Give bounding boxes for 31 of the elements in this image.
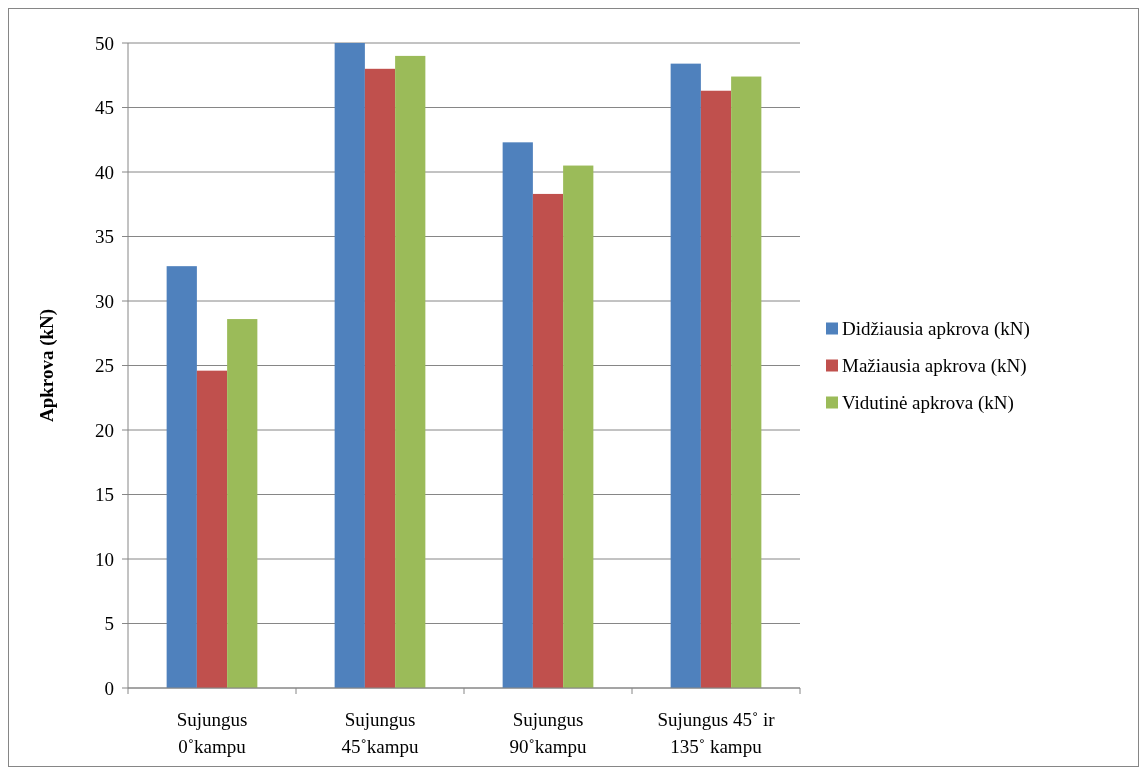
bar — [700, 90, 732, 688]
y-tick-label: 50 — [95, 32, 114, 54]
bar — [502, 142, 533, 688]
y-tick-label: 30 — [95, 290, 114, 312]
y-tick-label: 25 — [95, 355, 114, 377]
legend-label: Didžiausia apkrova (kN) — [842, 318, 1030, 341]
y-tick-label: 35 — [95, 226, 114, 248]
y-tick-label: 40 — [95, 161, 114, 183]
y-tick-label: 5 — [104, 613, 114, 635]
x-tick-label: Sujungus 90˚kampu — [509, 709, 588, 757]
bar — [334, 43, 365, 688]
bar — [731, 76, 762, 688]
x-tick-label: Sujungus 45˚ ir 135˚ kampu — [657, 709, 776, 757]
bar — [563, 165, 594, 688]
bar — [196, 370, 228, 688]
y-tick-label: 20 — [95, 419, 114, 441]
x-tick-label: Sujungus 0˚kampu — [176, 709, 248, 757]
y-tick-label: 10 — [95, 548, 114, 570]
bar — [364, 68, 396, 688]
y-tick-label: 15 — [95, 484, 114, 506]
y-tick-label: 45 — [95, 97, 114, 119]
y-axis-title: Apkrova (kN) — [36, 308, 58, 423]
legend-label: Vidutinė apkrova (kN) — [842, 392, 1014, 415]
y-tick-label: 0 — [104, 677, 114, 699]
legend-label: Mažiausia apkrova (kN) — [842, 355, 1027, 378]
bar — [532, 193, 564, 688]
bar — [670, 63, 701, 688]
bar — [227, 319, 258, 688]
bar — [395, 55, 426, 688]
bar — [166, 266, 197, 688]
x-tick-label: Sujungus 45˚kampu — [341, 709, 420, 757]
